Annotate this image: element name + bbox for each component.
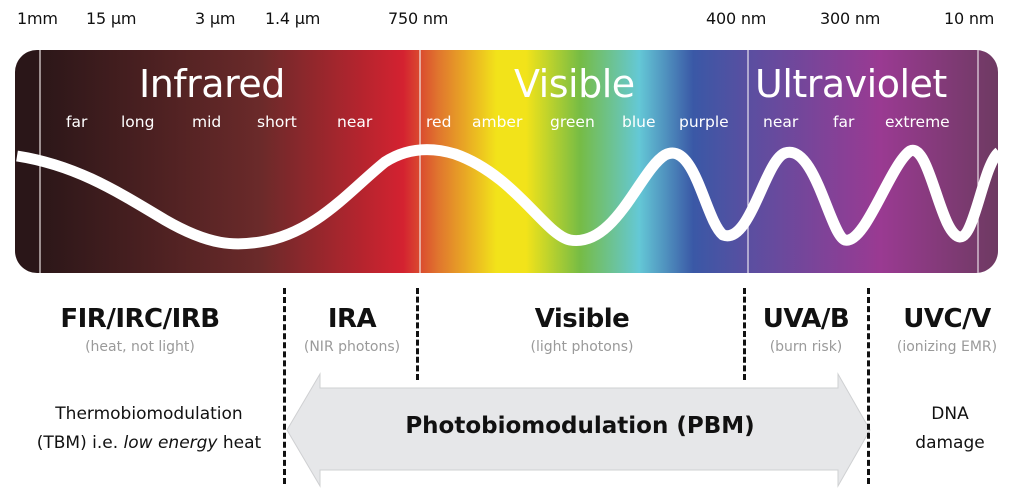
- wavelength-label: 400 nm: [706, 9, 767, 28]
- zone-subtitle: (ionizing EMR): [896, 339, 998, 355]
- dashed-divider: [743, 288, 746, 380]
- zone-title: FIR/IRC/IRB: [60, 304, 220, 334]
- band-sub-label: amber: [472, 113, 523, 131]
- pbm-label: Photobiomodulation (PBM): [405, 413, 755, 439]
- dna-line2: damage: [915, 433, 985, 453]
- wavelength-label: 3 μm: [195, 9, 236, 28]
- tbm-suffix: heat: [217, 433, 262, 453]
- band-sub-label: long: [121, 113, 155, 131]
- zone-title: IRA: [327, 304, 377, 334]
- tbm-line1: Thermobiomodulation: [55, 404, 243, 424]
- tbm-prefix: (TBM) i.e.: [36, 433, 124, 453]
- zone-title: UVA/B: [762, 304, 850, 334]
- wave-line: [16, 144, 998, 250]
- tbm-italic: low energy: [123, 433, 218, 453]
- wavelength-label: 15 μm: [86, 9, 137, 28]
- zone-title: Visible: [534, 304, 630, 334]
- band-sub-label: far: [833, 113, 855, 131]
- dashed-divider: [283, 288, 286, 484]
- zone-subtitle: (light photons): [530, 339, 634, 355]
- dashed-divider: [867, 288, 870, 484]
- band-sub-label: extreme: [885, 113, 950, 131]
- dashed-divider: [416, 288, 419, 380]
- dna-damage-label: DNA damage: [880, 400, 1020, 458]
- band-sub-label: green: [550, 113, 595, 131]
- spectrum-graphic: [15, 50, 998, 273]
- wavelength-label: 10 nm: [944, 9, 995, 28]
- spectrum-band: Infrared far long mid short near Visible…: [15, 50, 998, 273]
- zone-subtitle: (NIR photons): [303, 339, 401, 355]
- band-title-infrared: Infrared: [139, 62, 285, 106]
- band-sub-label: far: [66, 113, 88, 131]
- band-sub-label: short: [257, 113, 297, 131]
- zone-subtitle: (burn risk): [769, 339, 843, 355]
- tbm-line2: (TBM) i.e. low energy heat: [8, 429, 290, 458]
- dna-line1: DNA: [931, 404, 969, 424]
- band-title-ultraviolet: Ultraviolet: [755, 62, 947, 106]
- tbm-label: Thermobiomodulation (TBM) i.e. low energ…: [8, 400, 290, 458]
- zone-subtitle: (heat, not light): [85, 339, 195, 355]
- band-sub-label: purple: [679, 113, 729, 131]
- band-sub-label: near: [337, 113, 373, 131]
- band-sub-label: blue: [622, 113, 656, 131]
- double-arrow-shape: [286, 372, 871, 488]
- wavelength-label: 1mm: [17, 9, 58, 28]
- band-sub-label: near: [763, 113, 799, 131]
- wavelength-label: 1.4 μm: [265, 9, 321, 28]
- band-title-visible: Visible: [514, 62, 635, 106]
- band-sub-label: mid: [192, 113, 222, 131]
- zone-title: UVC/V: [903, 304, 991, 334]
- wavelength-label: 300 nm: [820, 9, 881, 28]
- band-sub-label: red: [426, 113, 452, 131]
- wavelength-label: 750 nm: [388, 9, 449, 28]
